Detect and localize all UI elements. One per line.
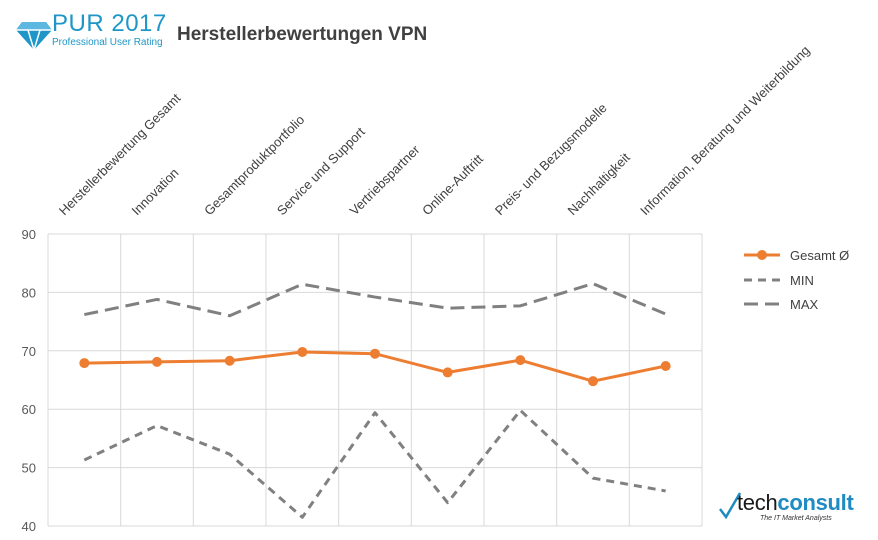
wordmark-brand: consult bbox=[777, 490, 854, 515]
data-point bbox=[79, 358, 90, 369]
legend-label: MIN bbox=[790, 273, 814, 288]
x-tick-label: Information, Beratung und Weiterbildung bbox=[637, 43, 812, 218]
logo-subtitle: Professional User Rating bbox=[52, 37, 163, 48]
check-swoosh-icon bbox=[719, 492, 742, 519]
series-layer bbox=[79, 282, 671, 519]
grid bbox=[47, 233, 703, 527]
y-tick-label: 40 bbox=[22, 519, 36, 534]
pur-logo bbox=[14, 12, 184, 56]
y-tick-label: 70 bbox=[22, 344, 36, 359]
y-tick-label: 80 bbox=[22, 285, 36, 300]
y-axis: 40 50 60 70 80 90 bbox=[22, 227, 36, 534]
x-tick-label: Innovation bbox=[129, 165, 182, 218]
x-tick-label: Vertriebspartner bbox=[347, 142, 423, 218]
y-tick-label: 50 bbox=[22, 461, 36, 476]
data-point bbox=[515, 355, 526, 366]
series-line-1 bbox=[83, 408, 666, 519]
data-point bbox=[152, 356, 162, 367]
diamond-icon bbox=[16, 22, 52, 51]
legend-label: Gesamt Ø bbox=[790, 248, 849, 263]
data-point bbox=[370, 348, 380, 359]
y-tick-label: 90 bbox=[22, 227, 36, 242]
data-point bbox=[588, 376, 598, 387]
x-tick-label: Nachhaltigkeit bbox=[565, 150, 634, 219]
techconsult-logo bbox=[718, 489, 868, 529]
data-point bbox=[442, 367, 453, 378]
x-tick-label: Online-Auftritt bbox=[419, 151, 486, 218]
wordmark-prefix: tech bbox=[737, 490, 778, 515]
series-line-2 bbox=[84, 282, 667, 318]
techconsult-wordmark: techconsult bbox=[737, 490, 854, 516]
data-point bbox=[224, 355, 235, 366]
legend: Gesamt Ø MIN MAX bbox=[744, 248, 849, 312]
techconsult-tagline: The IT Market Analysts bbox=[760, 515, 832, 522]
logo-title: PUR 2017 bbox=[52, 10, 167, 37]
data-point bbox=[660, 360, 671, 371]
x-tick-label: Herstellerbewertung Gesamt bbox=[56, 90, 184, 218]
legend-label: MAX bbox=[790, 297, 819, 312]
y-tick-label: 60 bbox=[22, 402, 36, 417]
data-point bbox=[297, 346, 308, 357]
page-title: Herstellerbewertungen VPN bbox=[177, 24, 428, 45]
legend-marker bbox=[757, 250, 767, 260]
